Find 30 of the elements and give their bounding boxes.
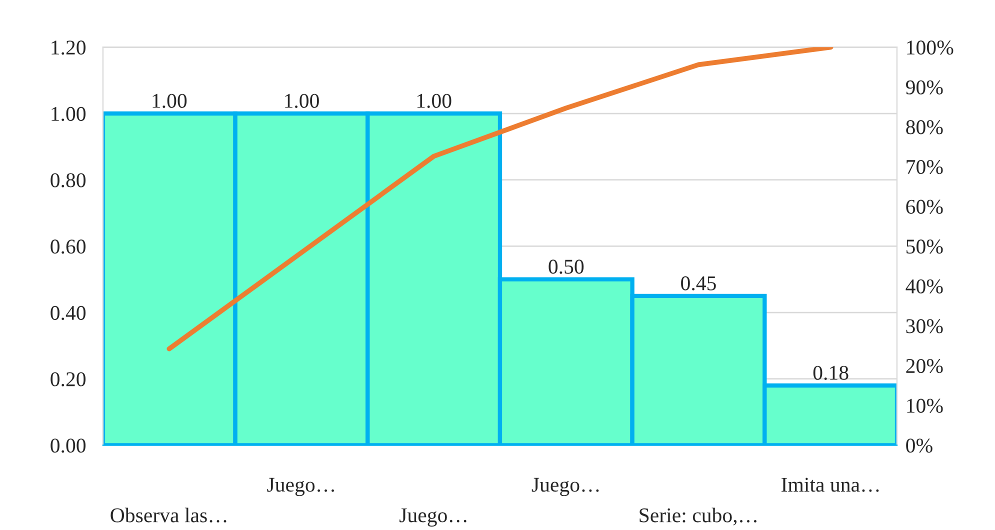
x-tick-label: Imita una… bbox=[782, 478, 879, 492]
data-label: 0.50 bbox=[548, 260, 584, 274]
y-tick-label: 1.20 bbox=[52, 40, 86, 55]
y-tick-label: 0.40 bbox=[50, 306, 86, 320]
data-label: 1.00 bbox=[152, 94, 187, 108]
y2-tick-label: 30% bbox=[906, 319, 943, 334]
y-tick-label: 0.00 bbox=[50, 438, 86, 453]
data-label: 1.00 bbox=[285, 94, 319, 108]
y2-tick-label: 0% bbox=[906, 438, 932, 453]
y-tick-label: 0.60 bbox=[50, 240, 86, 254]
y2-tick-label: 10% bbox=[907, 398, 943, 413]
x-tick-label: Juego… bbox=[532, 478, 599, 496]
y-tick-label: 0.80 bbox=[50, 173, 86, 188]
y-tick-label: 0.20 bbox=[50, 372, 86, 386]
x-tick-label: Serie: cubo,… bbox=[640, 508, 756, 526]
x-tick-label: Juego… bbox=[267, 478, 334, 496]
x-tick-label: Juego… bbox=[400, 508, 466, 527]
x-tick-label: Observa las… bbox=[110, 508, 226, 522]
y2-tick-label: 20% bbox=[906, 358, 943, 374]
y2-tick-label: 100% bbox=[907, 40, 954, 55]
y2-tick-label: 90% bbox=[906, 80, 943, 94]
y2-tick-label: 80% bbox=[906, 120, 943, 134]
y2-tick-label: 40% bbox=[906, 279, 943, 294]
data-label: 0.45 bbox=[681, 276, 716, 290]
y2-tick-label: 60% bbox=[906, 200, 943, 214]
y-tick-label: 1.00 bbox=[52, 106, 86, 122]
data-label: 0.18 bbox=[813, 366, 848, 380]
y2-tick-label: 50% bbox=[906, 240, 943, 254]
data-label: 1.00 bbox=[417, 94, 452, 108]
y2-tick-label: 70% bbox=[906, 160, 943, 174]
